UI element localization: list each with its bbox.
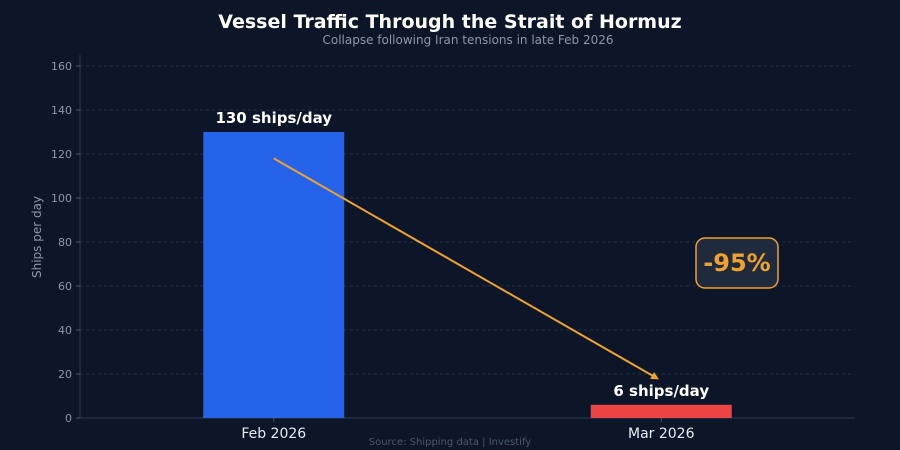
change-badge-box bbox=[695, 237, 779, 289]
y-tick-label: 100 bbox=[51, 192, 72, 205]
y-axis-label: Ships per day bbox=[30, 196, 44, 278]
chart-title: Vessel Traffic Through the Strait of Hor… bbox=[218, 11, 681, 33]
decline-arrow bbox=[273, 157, 659, 380]
y-axis-ticks: 0 20 40 60 80 100 120 140 160 bbox=[51, 60, 80, 425]
x-axis-ticks: Feb 2026 Mar 2026 bbox=[241, 418, 695, 442]
bars bbox=[203, 132, 732, 418]
y-tick-label: 0 bbox=[65, 412, 72, 425]
y-tick-label: 140 bbox=[51, 104, 72, 117]
chart-subtitle: Collapse following Iran tensions in late… bbox=[322, 33, 613, 47]
bar-2 bbox=[590, 404, 732, 418]
y-tick-label: 60 bbox=[58, 280, 72, 293]
y-tick-label: 120 bbox=[51, 148, 72, 161]
change-badge: -95% bbox=[695, 237, 779, 289]
x-tick-label: Feb 2026 bbox=[241, 426, 306, 442]
y-tick-label: 160 bbox=[51, 60, 72, 73]
x-tick-label: Mar 2026 bbox=[628, 426, 695, 442]
bar-1 bbox=[203, 132, 345, 418]
data-label: 6 ships/day bbox=[613, 382, 709, 400]
source-note: Source: Shipping data | Investify bbox=[369, 437, 532, 448]
y-tick-label: 80 bbox=[58, 236, 72, 249]
y-tick-label: 40 bbox=[58, 324, 72, 337]
data-label: 130 ships/day bbox=[215, 109, 332, 127]
gridlines bbox=[79, 55, 855, 418]
data-labels: 130 ships/day 6 ships/day bbox=[215, 109, 709, 400]
y-tick-label: 20 bbox=[58, 368, 72, 381]
change-badge-text: -95% bbox=[703, 249, 770, 277]
